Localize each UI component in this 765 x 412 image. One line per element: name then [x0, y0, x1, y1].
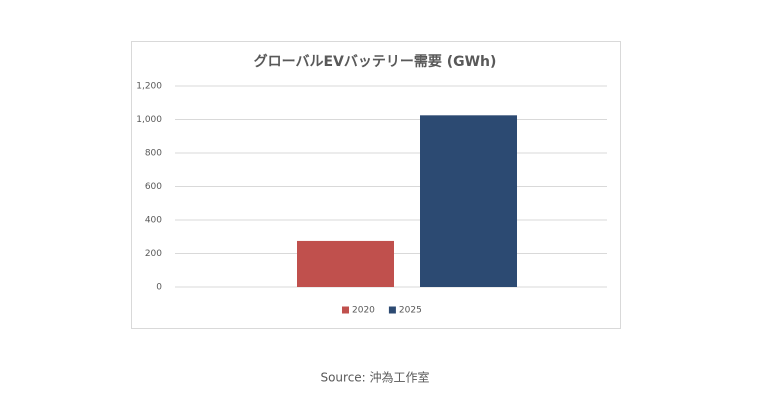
y-tick-label: 0 — [156, 283, 162, 293]
legend-label: 2025 — [399, 306, 422, 316]
legend-label: 2020 — [352, 306, 375, 316]
bar — [420, 115, 517, 287]
y-tick-label: 200 — [145, 249, 162, 259]
y-tick-label: 1,000 — [136, 115, 162, 125]
y-tick-label: 1,200 — [136, 82, 162, 92]
y-tick-label: 400 — [145, 216, 162, 226]
source-caption: Source: 沖為工作室 — [320, 370, 429, 385]
legend-swatch — [388, 306, 396, 314]
bar — [297, 240, 394, 287]
y-tick-label: 600 — [145, 182, 162, 192]
legend-swatch — [342, 306, 349, 314]
y-tick-label: 800 — [145, 149, 162, 159]
chart-title: グローバルEVバッテリー需要 (GWh) — [254, 53, 497, 70]
